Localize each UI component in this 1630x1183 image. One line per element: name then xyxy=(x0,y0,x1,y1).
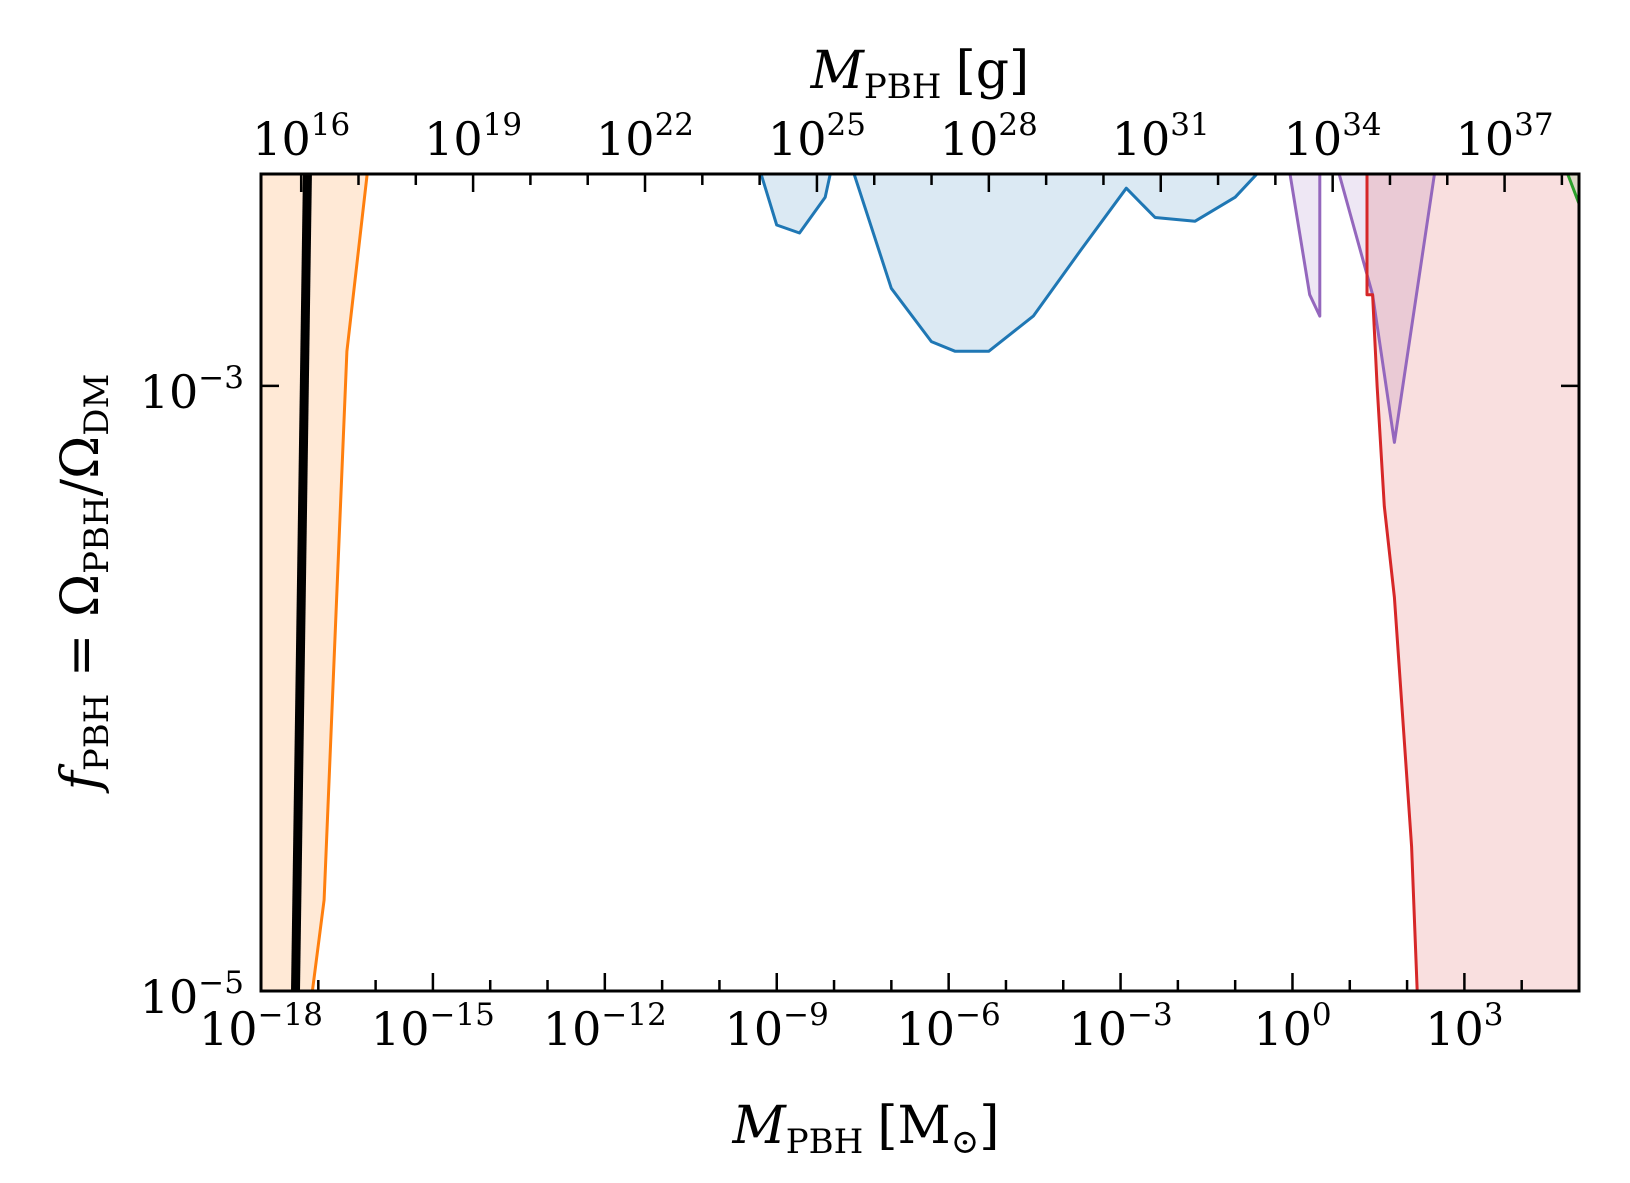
constraint-fills xyxy=(261,174,1579,991)
x2-tick-label: 1034 xyxy=(1284,107,1382,166)
constraint-fill-2 xyxy=(1290,174,1435,443)
constraint-line-2 xyxy=(1288,174,1436,444)
constraint-line-0 xyxy=(261,174,369,991)
x2-tick-label: 1016 xyxy=(252,107,350,166)
x2-tick-label: 1019 xyxy=(424,107,522,166)
constraint-fill-3 xyxy=(1367,174,1579,991)
x2-tick-labels: 1016 1019 1022 1025 1028 1031 1034 1037 xyxy=(252,107,1553,166)
x2-axis-title: MPBH [g] xyxy=(810,41,1030,107)
x-tick-label: 10−15 xyxy=(371,997,495,1056)
x2-tick-label: 1031 xyxy=(1112,107,1210,166)
y-tick-label: 10−3 xyxy=(140,360,244,419)
x-tick-labels: 10−18 10−15 10−12 10−9 10−6 10−3 100 103 xyxy=(199,997,1504,1056)
x-tick-label: 103 xyxy=(1425,997,1503,1056)
x2-tick-label: 1025 xyxy=(768,107,866,166)
x-tick-label: 10−12 xyxy=(543,997,667,1056)
y-axis-title: fPBH = ΩPBH/ΩDM xyxy=(51,374,117,795)
y-tick-labels: 10−110−310−5 xyxy=(140,360,244,1024)
constraint-line-1 xyxy=(759,174,1259,353)
x2-tick-label: 1022 xyxy=(596,107,694,166)
x2-tick-label: 1037 xyxy=(1456,107,1554,166)
plot-frame xyxy=(259,172,1581,993)
axis-ticks xyxy=(259,174,1581,993)
constraint-line-5 xyxy=(291,174,312,991)
x-tick-label: 10−3 xyxy=(1068,997,1172,1056)
x2-tick-label: 1028 xyxy=(940,107,1038,166)
constraint-line-3 xyxy=(1365,174,1419,991)
constraint-fill-0 xyxy=(261,174,368,991)
constraint-fill-1 xyxy=(761,174,1257,352)
x-tick-label: 10−9 xyxy=(725,997,829,1056)
x-axis-title: MPBH [M⊙] xyxy=(731,1096,999,1162)
x-tick-label: 10−6 xyxy=(897,997,1001,1056)
x-tick-label: 100 xyxy=(1253,997,1331,1056)
constraint-lines xyxy=(261,174,1579,991)
x-tick-label: 10−18 xyxy=(199,997,323,1056)
y-tick-label: 10−5 xyxy=(140,965,244,1024)
